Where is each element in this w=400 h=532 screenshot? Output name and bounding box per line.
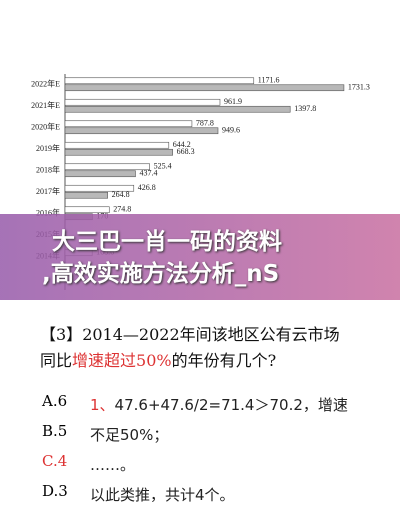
- banner: 大三巴一肖一码的资料 ,高效实施方法分析_nS: [0, 214, 400, 300]
- question-highlight: 增速超过50%: [72, 351, 172, 370]
- y-tick-label: 2016年: [36, 208, 60, 218]
- explanation-line: 不足50%；: [90, 426, 169, 444]
- question-text: 2014—2022年间该地区公有云市场: [82, 325, 340, 344]
- explanation-number: 1、: [90, 396, 115, 414]
- question-text: 的年份有几个?: [171, 351, 277, 370]
- data-label: 525.4: [154, 162, 172, 171]
- y-tick-label: 2020年E: [31, 122, 60, 132]
- banner-line: ,高效实施方法分析_nS: [42, 261, 280, 287]
- y-tick-label: 2021年E: [31, 100, 60, 110]
- explanation-line: 以此类推，共计4个。: [90, 486, 235, 504]
- question: 【3】2014—2022年间该地区公有云市场 同比增速超过50%的年份有几个?: [40, 322, 340, 374]
- chart: 2022年E 1171.6 1731.3 2021年E 961.9 1397.8 2020年…: [31, 74, 370, 290]
- banner-line: 大三巴一肖一码的资料: [52, 229, 282, 255]
- bar: [64, 206, 110, 214]
- explanation-line: ……。: [90, 456, 136, 474]
- data-label: 437.4: [139, 169, 157, 178]
- data-label: 949.6: [222, 126, 240, 135]
- data-label: 668.3: [177, 147, 195, 156]
- explanation-line: 47.6+47.6/2=71.4＞70.2，增速: [114, 396, 348, 414]
- bar: [64, 163, 150, 171]
- bar: [64, 120, 193, 128]
- y-tick-label: 2019年: [36, 143, 60, 153]
- data-label: 274.8: [113, 205, 131, 214]
- option: D.3: [42, 482, 68, 500]
- data-label: 426.8: [138, 183, 156, 192]
- question-number: 【3】: [40, 325, 83, 344]
- bar: [64, 191, 108, 199]
- bar: [64, 105, 291, 113]
- y-tick-label: 2022年E: [31, 79, 60, 89]
- data-label: 1397.8: [294, 104, 316, 113]
- data-label: 787.8: [196, 119, 214, 128]
- bar: [64, 170, 136, 178]
- bar: [64, 141, 170, 149]
- data-label: 1171.6: [258, 76, 280, 85]
- question-text: 同比: [40, 351, 73, 370]
- option: A.6: [42, 392, 68, 410]
- bar: [64, 184, 135, 192]
- data-label: 961.9: [224, 97, 242, 106]
- option: B.5: [42, 422, 68, 440]
- option: C.4: [42, 452, 68, 470]
- data-label: 1731.3: [348, 83, 370, 92]
- bar: [64, 98, 221, 106]
- y-tick-label: 2017年: [36, 186, 60, 196]
- bar: [64, 84, 345, 92]
- bar: [64, 127, 219, 135]
- bar: [64, 77, 255, 85]
- y-tick-label: 2018年: [36, 165, 60, 175]
- data-label: 644.2: [173, 140, 191, 149]
- options: A.6 B.5 C.4 D.3: [42, 386, 68, 506]
- explanation: 1、47.6+47.6/2=71.4＞70.2，增速 不足50%； ……。 以此…: [90, 390, 348, 510]
- bar: [64, 148, 173, 156]
- data-label: 264.8: [112, 190, 130, 199]
